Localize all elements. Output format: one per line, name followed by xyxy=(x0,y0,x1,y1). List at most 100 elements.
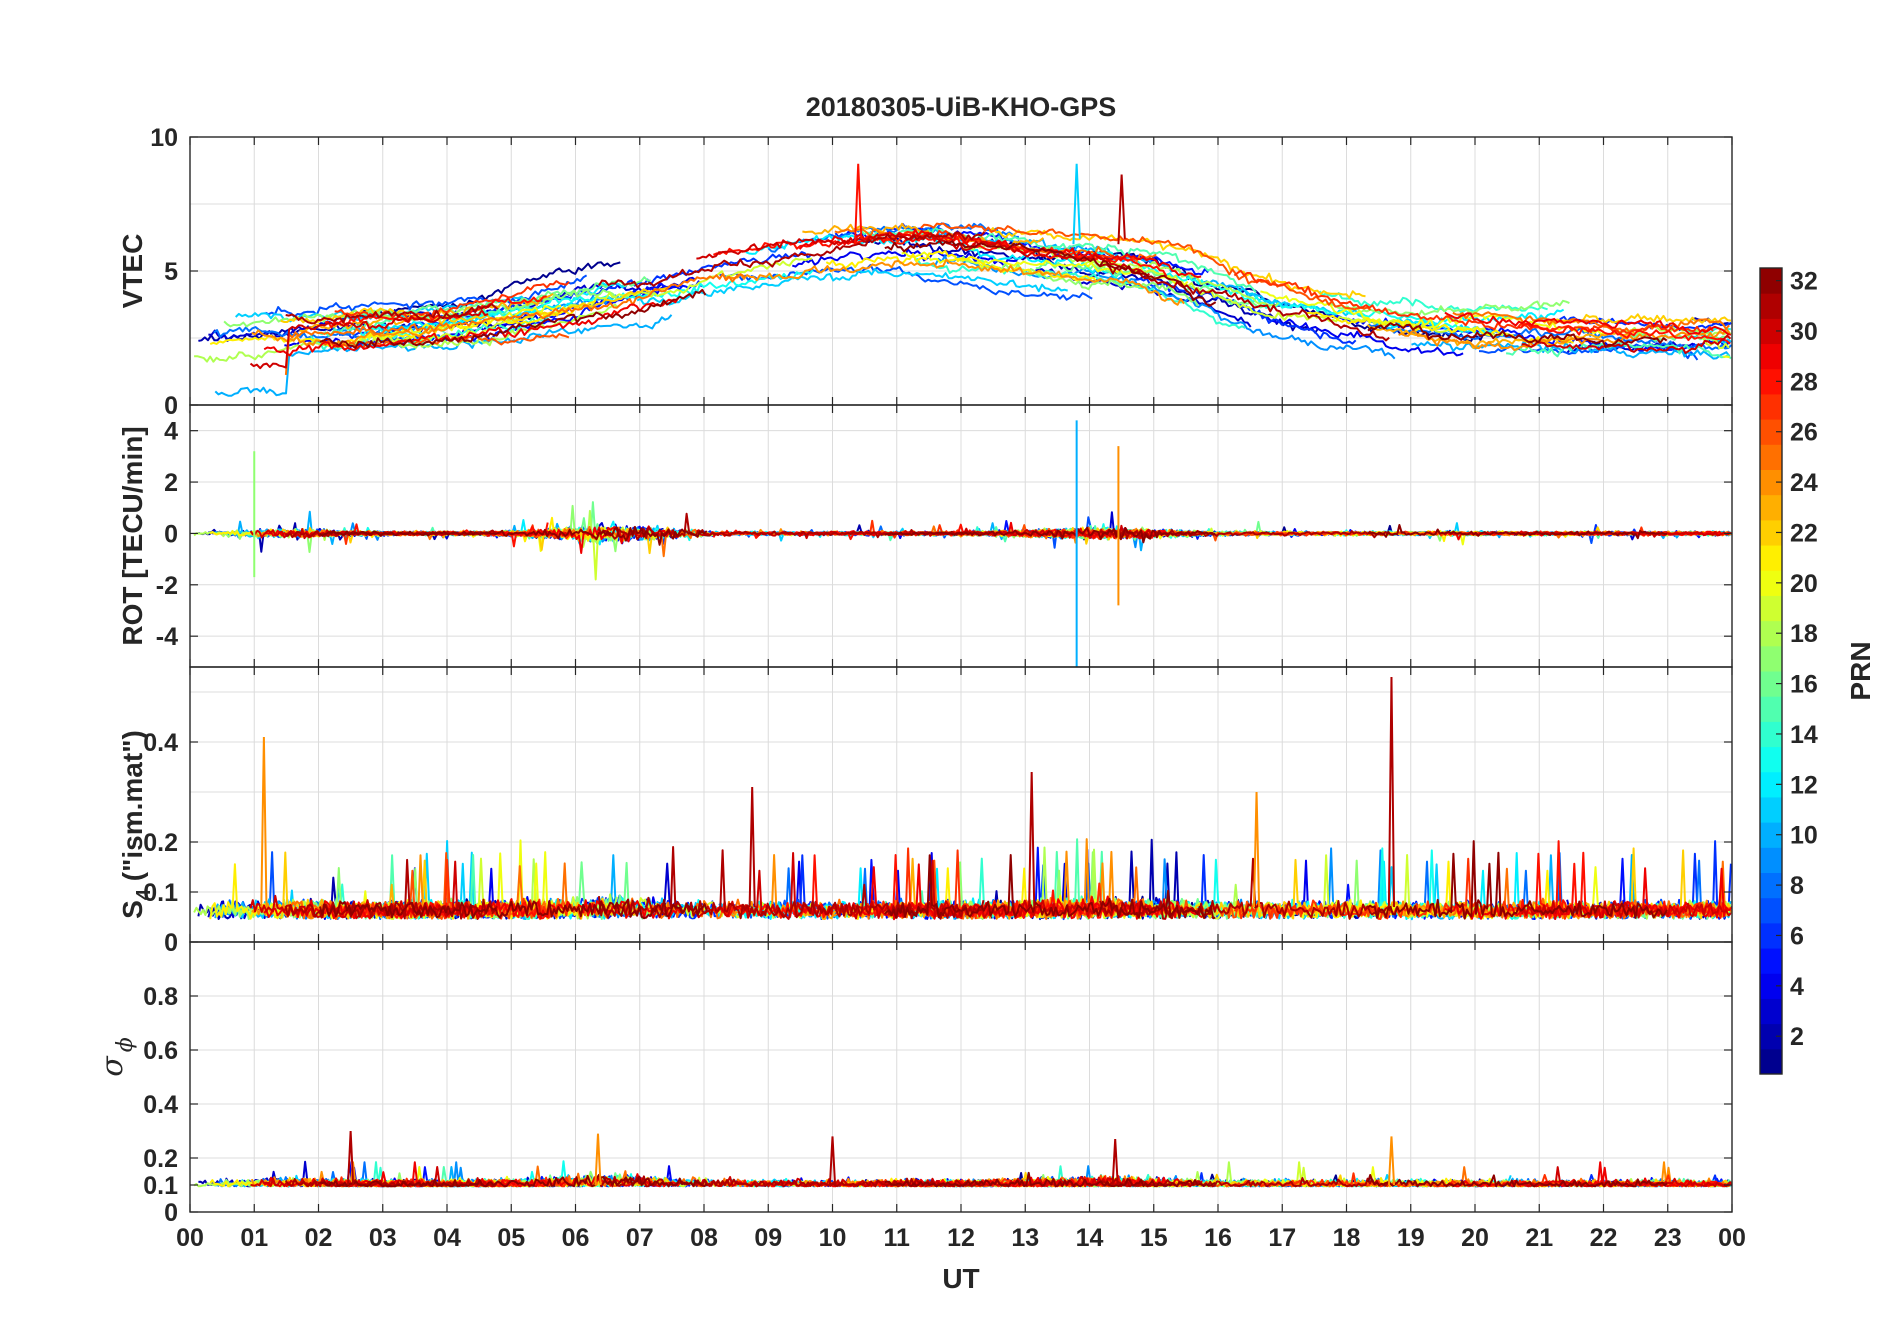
colorbar-tick-label: 4 xyxy=(1790,973,1804,1001)
series-line-prn-31 xyxy=(285,303,499,325)
spike-mark xyxy=(594,1133,602,1186)
y-tick-label: 0.4 xyxy=(143,729,178,757)
colorbar-swatch xyxy=(1760,318,1782,345)
colorbar-swatch xyxy=(1760,922,1782,949)
series-line-prn-26 xyxy=(920,222,1372,311)
colorbar-swatch xyxy=(1760,444,1782,470)
colorbar-tick-label: 32 xyxy=(1790,268,1818,296)
x-tick-label: 15 xyxy=(1140,1224,1168,1252)
colorbar-tick-label: 18 xyxy=(1790,620,1818,648)
x-tick-label: 14 xyxy=(1076,1224,1104,1252)
series-line-prn-30 xyxy=(695,852,1152,920)
x-tick-label: 06 xyxy=(562,1224,590,1252)
colorbar-swatch xyxy=(1760,393,1782,420)
colorbar-swatch xyxy=(1760,998,1782,1025)
x-tick-label: 18 xyxy=(1333,1224,1361,1252)
colorbar-tick-label: 16 xyxy=(1790,671,1818,699)
series-line-prn-32 xyxy=(1367,840,1668,920)
y-tick-label: 10 xyxy=(150,124,178,152)
spike-mark xyxy=(1252,791,1261,908)
series-line-prn-14 xyxy=(1318,290,1548,313)
series-group xyxy=(194,163,1732,397)
colorbar-tick-label: 20 xyxy=(1790,570,1818,598)
gridlines xyxy=(190,667,1732,942)
vtec-peak xyxy=(1117,174,1126,245)
y-tick-label: 0 xyxy=(164,929,178,957)
colorbar-swatch xyxy=(1760,872,1782,899)
series-line-prn-29 xyxy=(1444,867,1731,920)
panel-sigma-phi: 00.10.2 0.4 0.6 0.8σϕ 00 01 02 03 04 05 06 07 08 09 10… xyxy=(95,941,1746,1252)
colorbar-swatch xyxy=(1760,897,1782,924)
series-line-prn-31 xyxy=(284,858,498,920)
series-line-prn-17 xyxy=(1324,299,1570,318)
x-tick-label: 11 xyxy=(884,1224,911,1252)
y-tick-label: -2 xyxy=(156,572,178,600)
x-tick-label: 02 xyxy=(305,1224,333,1252)
x-tick-label: 20 xyxy=(1461,1224,1489,1252)
series-line-prn-30 xyxy=(1521,334,1732,354)
colorbar-swatch xyxy=(1760,545,1782,571)
series-line-prn-32 xyxy=(1367,1174,1668,1188)
y-tick-label: 2 xyxy=(164,469,178,497)
y-tick-label: 0 xyxy=(164,520,178,548)
y-axis-label: ROT [TECU/min] xyxy=(117,426,148,645)
y-tick-label: 0 xyxy=(164,392,178,420)
series-line-prn-28 xyxy=(1518,322,1731,345)
colorbar-frame xyxy=(1759,267,1783,1075)
colorbar-tick-label: 28 xyxy=(1790,368,1818,396)
x-ticks xyxy=(189,137,1733,405)
series-line-prn-21 xyxy=(825,250,1097,282)
series-line-prn-1 xyxy=(362,261,621,317)
x-tick-label: 00 xyxy=(176,1224,204,1252)
series-line-prn-32 xyxy=(884,854,1216,920)
colorbar-tick-label: 8 xyxy=(1790,872,1804,900)
y-tick-label: 0.1 xyxy=(143,1172,178,1200)
colorbar-tick-label: 30 xyxy=(1790,318,1818,346)
series-line-prn-25 xyxy=(284,273,746,375)
series-line-prn-20 xyxy=(1260,290,1605,335)
colorbar-swatch xyxy=(1760,620,1782,647)
colorbar-tick-label: 12 xyxy=(1790,771,1818,799)
x-ticks xyxy=(189,942,1733,1212)
x-tick-label: 23 xyxy=(1654,1224,1682,1252)
colorbar-tick-label: 14 xyxy=(1790,721,1818,749)
spike-mark xyxy=(1387,1136,1396,1186)
colorbar-swatch xyxy=(1760,645,1782,672)
spike-mark xyxy=(748,786,756,908)
colorbar-swatch xyxy=(1760,419,1782,445)
panel-rot: -4 -2 0 2 4 ROT [TECU/min] xyxy=(117,404,1733,668)
panel-s4: 0 0.1 0.2 0.4S4 ("ism.mat") xyxy=(117,666,1733,957)
x-tick-label: 16 xyxy=(1204,1224,1232,1252)
x-tick-label: 00 xyxy=(1718,1224,1746,1252)
spike-mark xyxy=(260,736,268,908)
series-line-prn-32 xyxy=(884,1171,1216,1188)
colorbar-swatch xyxy=(1760,519,1782,546)
series-line-prn-29 xyxy=(798,228,1202,278)
series-line-prn-30 xyxy=(1520,900,1732,919)
colorbar-tick-label: 26 xyxy=(1790,419,1818,447)
series-line-prn-29 xyxy=(798,1176,1203,1188)
y-tick-label: 0.1 xyxy=(143,879,178,907)
series-group xyxy=(193,676,1732,921)
colorbar-swatch xyxy=(1760,771,1782,798)
colorbar-swatch xyxy=(1760,494,1782,521)
colorbar-swatch xyxy=(1760,268,1782,294)
series-group xyxy=(193,420,1732,667)
series-line-prn-30 xyxy=(1521,1166,1732,1188)
y-axis-label: S4 ("ism.mat") xyxy=(117,730,155,919)
colorbar-swatch xyxy=(1760,1048,1782,1075)
x-tick-label: 01 xyxy=(240,1224,268,1252)
series-line-prn-4 xyxy=(1253,311,1464,357)
colorbar-swatch xyxy=(1760,796,1782,823)
series-line-prn-31 xyxy=(598,231,986,289)
colorbar-tick-label: 6 xyxy=(1790,922,1804,950)
y-tick-label: 4 xyxy=(164,418,178,446)
y-tick-label: 0.2 xyxy=(143,829,178,857)
colorbar-swatch xyxy=(1760,721,1782,748)
series-line-prn-23 xyxy=(1366,323,1635,350)
y-tick-label: 0.4 xyxy=(143,1091,178,1119)
x-tick-label: 12 xyxy=(947,1224,975,1252)
colorbar-tick-label: 22 xyxy=(1790,519,1818,547)
x-tick-label: 05 xyxy=(497,1224,525,1252)
x-tick-label: 17 xyxy=(1268,1224,1296,1252)
